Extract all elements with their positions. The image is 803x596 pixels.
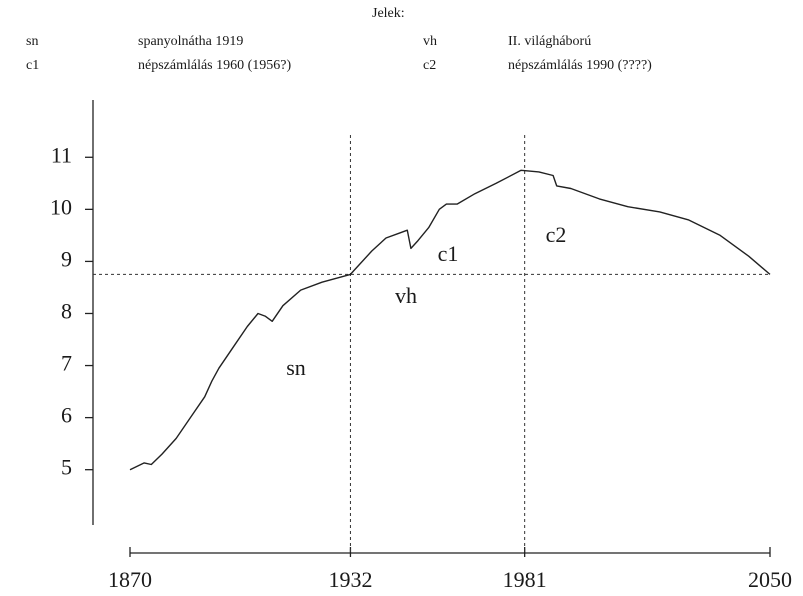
annotation: vh	[395, 283, 417, 308]
key-code: c2	[423, 58, 436, 73]
x-tick-label: 1981	[503, 567, 547, 592]
data-line	[130, 170, 770, 469]
y-tick-label: 8	[61, 299, 72, 324]
chart: Jelek: sn spanyolnátha 1919 vh II. világháb…	[0, 0, 803, 596]
y-tick-label: 5	[61, 455, 72, 480]
key-text: népszámlálás 1990 (????)	[508, 58, 652, 73]
y-tick-label: 7	[61, 351, 72, 376]
key-text: spanyolnátha 1919	[138, 34, 243, 49]
x-tick-label: 2050	[748, 567, 792, 592]
annotation: sn	[286, 355, 306, 380]
legend-title: Jelek:	[372, 6, 405, 21]
key-text: II. világháború	[508, 34, 591, 49]
key-text: népszámlálás 1960 (1956?)	[138, 58, 292, 73]
annotation: c1	[438, 241, 459, 266]
key-code: c1	[26, 58, 39, 73]
x-tick-label: 1870	[108, 567, 152, 592]
x-tick-label: 1932	[328, 567, 372, 592]
key-code: vh	[423, 34, 437, 49]
y-tick-label: 9	[61, 246, 72, 271]
y-tick-label: 10	[50, 194, 72, 219]
annotation: c2	[546, 222, 567, 247]
key-code: sn	[26, 34, 38, 49]
y-tick-label: 11	[51, 142, 72, 167]
y-tick-label: 6	[61, 403, 72, 428]
